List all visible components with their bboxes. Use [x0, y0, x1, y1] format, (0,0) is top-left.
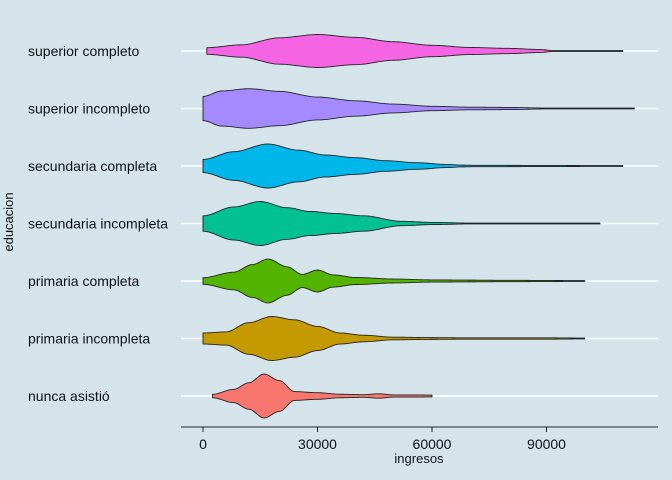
- violin-primaria-completa: [202, 258, 586, 304]
- violin-nunca-asistio: [212, 373, 433, 419]
- x-tick-label: 90000: [527, 436, 566, 452]
- x-tick-label: 0: [199, 436, 207, 452]
- violin-superior-incompleto: [202, 88, 635, 129]
- x-axis-title: ingresos: [394, 451, 444, 466]
- violins: [202, 34, 635, 419]
- y-tick-labels: superior completo superior incompleto secu…: [28, 43, 168, 404]
- x-axis: 0 30000 60000 90000: [181, 426, 658, 452]
- x-tick-label: 30000: [298, 436, 337, 452]
- y-tick-label: primaria incompleta: [28, 331, 150, 347]
- violin-secundaria-incompleta: [202, 201, 601, 246]
- x-tick-label: 60000: [413, 436, 452, 452]
- violin-primaria-incompleta: [202, 316, 586, 361]
- violin-superior-completo: [206, 34, 624, 68]
- y-tick-label: primaria completa: [28, 273, 139, 289]
- y-tick-label: superior incompleto: [28, 101, 150, 117]
- y-axis-title: educacion: [1, 192, 16, 251]
- y-tick-label: secundaria completa: [28, 158, 157, 174]
- y-tick-label: nunca asistió: [28, 388, 110, 404]
- violin-secundaria-completa: [202, 143, 624, 189]
- y-tick-label: secundaria incompleta: [28, 216, 168, 232]
- y-tick-label: superior completo: [28, 43, 139, 59]
